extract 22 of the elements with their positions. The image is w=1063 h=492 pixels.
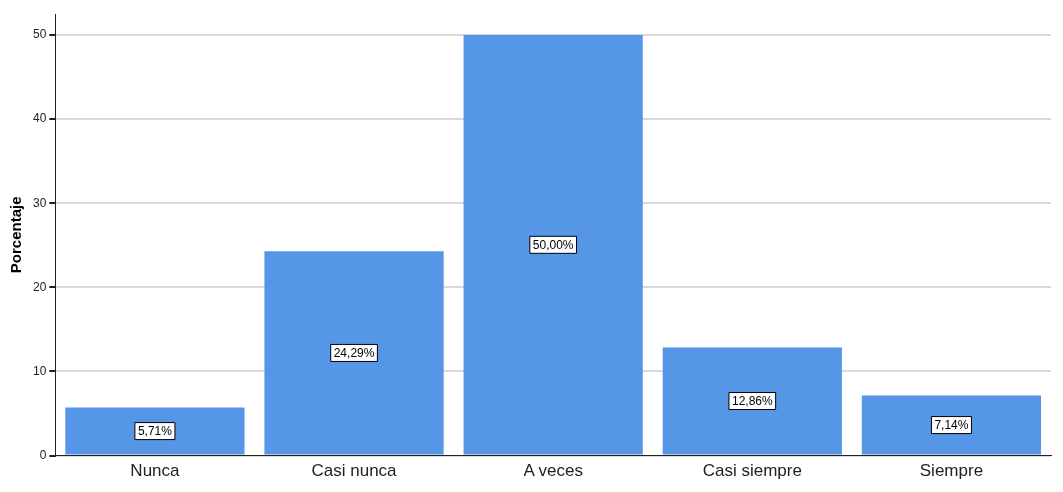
bar (463, 35, 643, 455)
x-tick-label: Casi siempre (702, 461, 802, 481)
bar (65, 407, 245, 455)
y-tick-label: 40 (32, 111, 47, 126)
bar (861, 395, 1042, 455)
y-tick-label: 0 (39, 447, 47, 462)
y-axis-title: Porcentaje (7, 196, 25, 274)
bar (264, 251, 444, 455)
x-tick-label: Nunca (130, 461, 181, 481)
data-label: 24,29% (333, 346, 375, 361)
y-tick-label: 20 (32, 279, 47, 294)
y-tick-label: 10 (32, 363, 47, 378)
x-tick-label: Siempre (919, 461, 984, 481)
y-tick-label: 50 (32, 27, 47, 42)
y-tick-label: 30 (32, 195, 47, 210)
x-tick-label: Casi nunca (311, 461, 398, 481)
data-label: 50,00% (532, 238, 574, 253)
data-label: 5,71% (137, 424, 173, 439)
x-tick-label: A veces (523, 461, 583, 481)
data-label: 12,86% (731, 394, 773, 409)
bar (662, 347, 842, 455)
data-label: 7,14% (934, 418, 969, 433)
